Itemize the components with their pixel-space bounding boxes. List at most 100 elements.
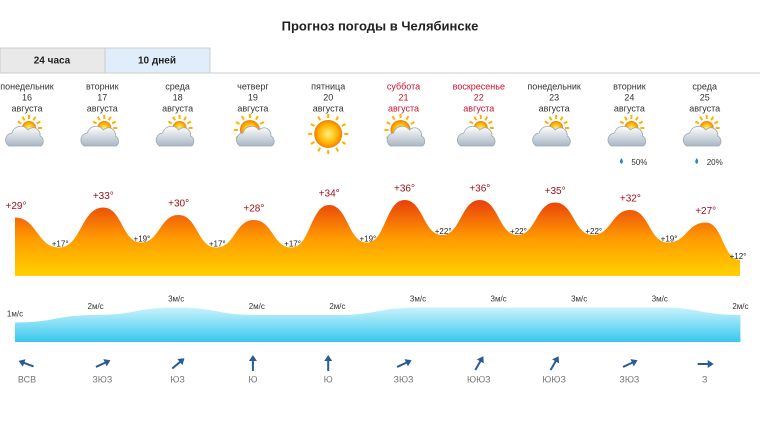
wind-arrow: [95, 359, 111, 368]
cloud: [386, 125, 426, 147]
night-temperature: +17°: [52, 240, 69, 249]
month: августа: [237, 103, 268, 113]
weekday: пятница: [311, 81, 345, 91]
night-temperature: +22°: [435, 227, 452, 236]
sun-ray: [111, 120, 117, 125]
cloud: [682, 125, 722, 147]
weekday: понедельник: [0, 81, 54, 91]
sun-ray: [624, 116, 628, 121]
sun-ray: [172, 116, 176, 121]
precipitation: 20%: [707, 158, 723, 167]
weather-icon: [5, 115, 44, 147]
sun-ray: [317, 116, 322, 121]
weather-icon: [308, 114, 349, 154]
sun-ray: [167, 120, 173, 125]
cloud: [607, 125, 647, 147]
weekday: среда: [165, 81, 190, 91]
sun-ray: [635, 116, 639, 121]
date: 25: [700, 92, 710, 102]
day-temperature: +27°: [695, 206, 716, 217]
sun-ray: [391, 115, 396, 121]
date: 24: [624, 92, 634, 102]
sun-ray: [235, 121, 241, 125]
cloud: [456, 125, 496, 147]
sun-ray: [694, 120, 700, 125]
weekday: понедельник: [527, 81, 581, 91]
wind-arrow: [549, 356, 560, 371]
date: 17: [97, 92, 107, 102]
sun-ray: [32, 116, 37, 121]
night-temperature: +22°: [510, 227, 527, 236]
sun-ray: [341, 123, 347, 127]
wind-speed: 2м/с: [329, 302, 345, 311]
day-temperature: +29°: [6, 201, 27, 212]
wind-arrow: [18, 359, 34, 368]
sun-ray: [484, 116, 489, 121]
wind-speed: 2м/с: [88, 302, 104, 311]
wind-band: [15, 307, 741, 342]
wind-arrow: [324, 355, 333, 371]
month: августа: [614, 103, 645, 113]
month: августа: [12, 103, 43, 113]
sun-ray: [17, 120, 22, 125]
sun-ray: [310, 141, 315, 145]
weather-icon: [384, 114, 426, 147]
wind-arrow: [622, 359, 638, 368]
date: 21: [398, 92, 408, 102]
date: 19: [248, 92, 258, 102]
month: августа: [689, 103, 720, 113]
wind-direction: З: [702, 374, 707, 384]
day-temperature: +32°: [620, 194, 641, 205]
sun-ray: [699, 116, 704, 121]
drop-icon: [619, 158, 623, 164]
night-temperature: +17°: [209, 240, 226, 249]
cloud: [80, 125, 119, 147]
wind-speed: 1м/с: [7, 310, 23, 319]
month: августа: [388, 103, 419, 113]
sun-ray: [473, 116, 478, 121]
sun-ray: [317, 147, 322, 152]
sun-ray: [92, 120, 98, 125]
wind-arrow: [697, 360, 714, 368]
day-temperature: +36°: [394, 184, 415, 195]
tab-label[interactable]: 24 часа: [34, 56, 71, 67]
sun-ray: [713, 120, 719, 125]
sun-ray: [386, 121, 391, 125]
temperature-curve: [15, 200, 740, 276]
date: 20: [323, 92, 333, 102]
cloud: [532, 125, 571, 147]
cloud: [5, 125, 44, 147]
sun-ray: [96, 116, 101, 121]
weather-icon: [155, 115, 195, 147]
weather-icon: [532, 115, 571, 147]
date: 23: [549, 92, 559, 102]
sun-ray: [548, 116, 553, 121]
date: 16: [22, 92, 32, 102]
sun-ray: [183, 116, 187, 121]
day-temperature: +34°: [319, 189, 340, 200]
wind-speed: 3м/с: [410, 295, 426, 304]
cloud: [155, 125, 195, 147]
sun-ray: [405, 115, 410, 121]
wind-direction: ЗЮЗ: [394, 374, 414, 384]
day-temperature: +36°: [469, 184, 490, 195]
tab-active[interactable]: [104, 47, 211, 74]
sun-ray: [310, 123, 315, 127]
day-temperature: +28°: [243, 204, 264, 215]
tab-label[interactable]: 10 дней: [138, 56, 176, 67]
weekday: воскресенье: [453, 81, 505, 91]
wind-direction: ЗЮЗ: [619, 374, 639, 384]
sun-ray: [563, 120, 568, 125]
sun-ray: [186, 120, 192, 125]
wind-arrow: [396, 359, 412, 368]
sun-ray: [255, 115, 259, 121]
title: Прогноз погоды в Челябинске: [282, 18, 479, 33]
night-temperature: +22°: [585, 227, 602, 236]
date: 18: [173, 92, 183, 102]
wind-direction: ВСВ: [18, 374, 36, 384]
weekday: четверг: [237, 81, 269, 91]
weekday: среда: [692, 81, 717, 91]
sun: [314, 120, 343, 148]
weekday: вторник: [86, 81, 119, 91]
wind-speed: 3м/с: [491, 295, 507, 304]
